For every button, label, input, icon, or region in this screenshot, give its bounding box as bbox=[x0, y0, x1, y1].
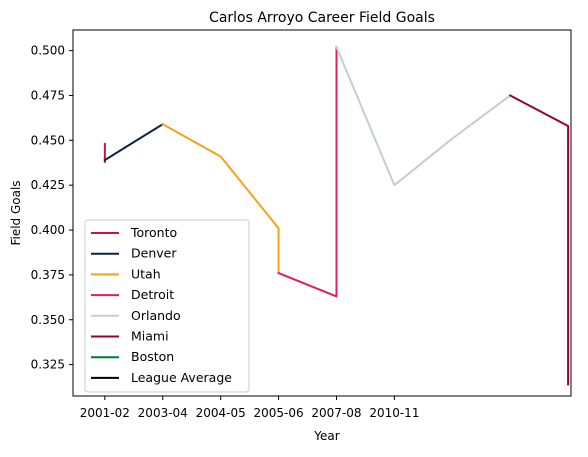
y-tick-label: 0.475 bbox=[31, 88, 65, 102]
x-axis-ticks: 2001-02 2003-04 2004-05 2005-06 2007-08 2010-… bbox=[80, 396, 420, 420]
series-line-orlando bbox=[336, 47, 510, 185]
x-tick-label: 2001-02 bbox=[80, 406, 130, 420]
y-tick-label: 0.450 bbox=[31, 133, 65, 147]
legend-label: League Average bbox=[131, 370, 232, 385]
y-tick-label: 0.400 bbox=[31, 223, 65, 237]
y-tick-label: 0.350 bbox=[31, 313, 65, 327]
legend-label: Toronto bbox=[130, 225, 177, 240]
legend-label: Detroit bbox=[131, 287, 174, 302]
x-tick-label: 2005-06 bbox=[253, 406, 303, 420]
y-tick-label: 0.325 bbox=[31, 358, 65, 372]
chart-title: Carlos Arroyo Career Field Goals bbox=[209, 10, 435, 26]
y-axis-label: Field Goals bbox=[9, 180, 23, 245]
legend-label: Denver bbox=[131, 246, 177, 261]
series-line-miami bbox=[510, 95, 568, 384]
legend-label: Orlando bbox=[131, 308, 181, 323]
legend: Toronto Denver Utah Detroit Orlando Miami Bost… bbox=[85, 220, 249, 392]
x-tick-label: 2010-11 bbox=[369, 406, 419, 420]
x-tick-label: 2004-05 bbox=[196, 406, 246, 420]
legend-label: Miami bbox=[131, 329, 169, 344]
x-tick-label: 2003-04 bbox=[138, 406, 188, 420]
y-tick-label: 0.425 bbox=[31, 178, 65, 192]
y-tick-label: 0.375 bbox=[31, 268, 65, 282]
x-tick-label: 2007-08 bbox=[311, 406, 361, 420]
y-axis-ticks: 0.325 0.350 0.375 0.400 0.425 0.450 0.475 0.500 bbox=[31, 44, 73, 372]
x-axis-label: Year bbox=[313, 429, 339, 443]
series-line-denver bbox=[105, 124, 163, 160]
series-line-detroit bbox=[279, 47, 337, 296]
legend-label: Boston bbox=[131, 349, 174, 364]
legend-label: Utah bbox=[131, 266, 161, 281]
y-tick-label: 0.500 bbox=[31, 44, 65, 58]
